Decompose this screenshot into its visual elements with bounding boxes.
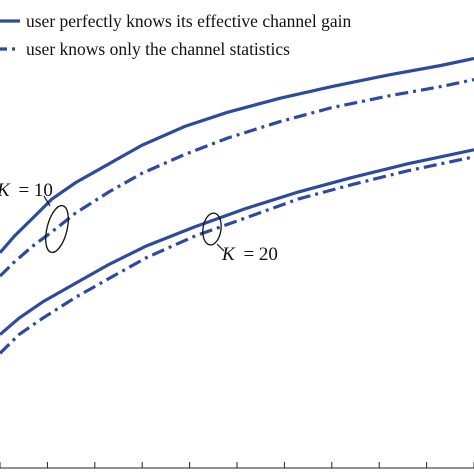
k20-ellipse-marker <box>202 212 222 246</box>
k10-annotation: K = 10 <box>0 180 53 201</box>
x-axis-ticks <box>0 462 474 468</box>
series-line-1 <box>0 56 474 254</box>
k20-annotation-value: = 20 <box>243 244 277 265</box>
k10-pointer-line <box>43 195 51 207</box>
series-line-3 <box>0 148 474 336</box>
series-line-2 <box>0 78 474 278</box>
k10-annotation-value: = 10 <box>18 180 52 201</box>
annotation-layer: K = 10 K = 20 <box>0 180 278 265</box>
series-layer <box>0 56 474 355</box>
k20-pointer-line <box>216 243 225 252</box>
k20-annotation: K = 20 <box>221 244 278 265</box>
legend: user perfectly knows its effective chann… <box>0 11 351 59</box>
legend-entry-perfect-knowledge: user perfectly knows its effective chann… <box>26 11 351 31</box>
legend-entry-statistics-only: user knows only the channel statistics <box>26 39 290 59</box>
k10-annotation-symbol: K <box>0 180 11 201</box>
k10-ellipse-marker <box>45 204 69 254</box>
k20-annotation-symbol: K <box>221 244 236 265</box>
series-line-4 <box>0 155 474 355</box>
